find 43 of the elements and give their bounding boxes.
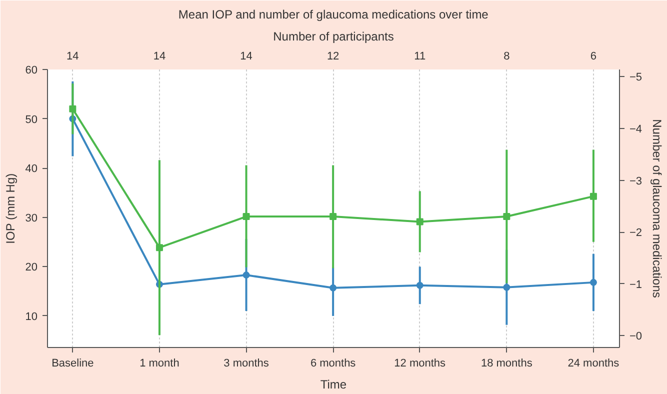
y2-tick-label: −2 <box>630 227 642 240</box>
x2-axis-title: Number of participants <box>273 30 394 44</box>
y-tick-label: 10 <box>25 310 38 323</box>
y-tick-label: 60 <box>25 64 38 76</box>
y2-tick-label: −1 <box>630 278 642 291</box>
x-tick-label: 6 months <box>310 358 356 370</box>
y-tick-label: 20 <box>25 262 38 274</box>
text: 11 <box>414 50 426 62</box>
point <box>330 213 337 220</box>
point <box>242 272 250 279</box>
point <box>416 218 424 226</box>
y-tick-label: 50 <box>25 114 38 126</box>
x-tick-label: 12 months <box>394 358 446 370</box>
text: 14 <box>153 50 166 62</box>
point <box>416 282 424 289</box>
point <box>242 213 250 220</box>
y2-tick-label: −0 <box>630 330 642 343</box>
point <box>503 284 510 291</box>
x-tick-label: Baseline <box>52 358 94 370</box>
x-tick-label: 3 months <box>224 358 270 370</box>
text: 14 <box>66 50 79 62</box>
y-tick-label: 30 <box>25 212 38 224</box>
y2-tick-label: −4 <box>630 124 642 136</box>
x-tick-label: 1 month <box>140 358 180 370</box>
text: 12 <box>326 50 340 62</box>
point <box>156 244 163 252</box>
point <box>503 213 510 220</box>
point <box>69 105 76 112</box>
x-axis-title: Time <box>320 378 347 392</box>
y2-axis-title: Number of glaucoma medications <box>650 119 664 298</box>
y2-tick-label: −5 <box>630 72 642 84</box>
y-axis-title: IOP (mm Hg) <box>3 173 18 244</box>
point <box>590 278 597 286</box>
x-tick-label: 24 months <box>568 358 620 370</box>
text: 8 <box>504 50 510 62</box>
point <box>590 192 597 200</box>
x-tick-label: 18 months <box>480 358 533 370</box>
point <box>330 284 337 292</box>
chart-title: Mean IOP and number of glaucoma medications over time <box>178 8 489 22</box>
y-tick-label: 40 <box>25 163 38 176</box>
text: 14 <box>240 50 252 62</box>
text: 6 <box>590 50 597 62</box>
y2-tick-label: −3 <box>630 175 642 188</box>
